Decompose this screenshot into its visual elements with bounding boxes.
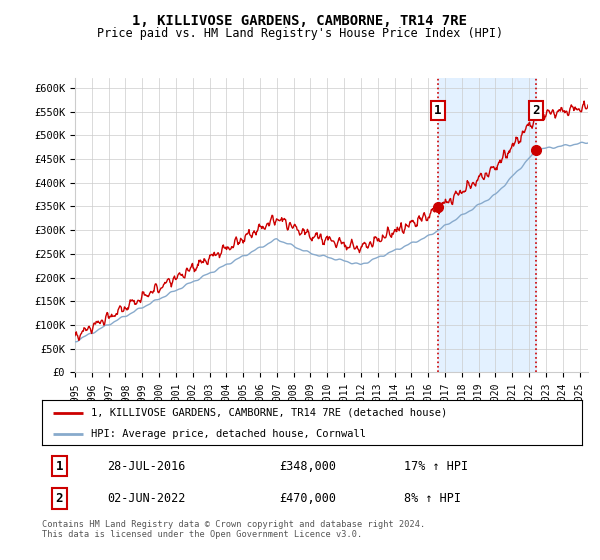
Bar bbox=[438, 78, 536, 372]
Text: 28-JUL-2016: 28-JUL-2016 bbox=[107, 460, 185, 473]
Text: 8% ↑ HPI: 8% ↑ HPI bbox=[404, 492, 461, 505]
Text: 17% ↑ HPI: 17% ↑ HPI bbox=[404, 460, 468, 473]
Text: HPI: Average price, detached house, Cornwall: HPI: Average price, detached house, Corn… bbox=[91, 429, 365, 439]
Text: 2: 2 bbox=[532, 104, 540, 117]
Text: Contains HM Land Registry data © Crown copyright and database right 2024.
This d: Contains HM Land Registry data © Crown c… bbox=[42, 520, 425, 539]
Text: 1: 1 bbox=[434, 104, 442, 117]
Text: 1, KILLIVOSE GARDENS, CAMBORNE, TR14 7RE (detached house): 1, KILLIVOSE GARDENS, CAMBORNE, TR14 7RE… bbox=[91, 408, 447, 418]
Text: 1, KILLIVOSE GARDENS, CAMBORNE, TR14 7RE: 1, KILLIVOSE GARDENS, CAMBORNE, TR14 7RE bbox=[133, 14, 467, 28]
Text: 02-JUN-2022: 02-JUN-2022 bbox=[107, 492, 185, 505]
Text: £348,000: £348,000 bbox=[280, 460, 337, 473]
Text: 1: 1 bbox=[56, 460, 63, 473]
Text: £470,000: £470,000 bbox=[280, 492, 337, 505]
Text: Price paid vs. HM Land Registry's House Price Index (HPI): Price paid vs. HM Land Registry's House … bbox=[97, 27, 503, 40]
Text: 2: 2 bbox=[56, 492, 63, 505]
